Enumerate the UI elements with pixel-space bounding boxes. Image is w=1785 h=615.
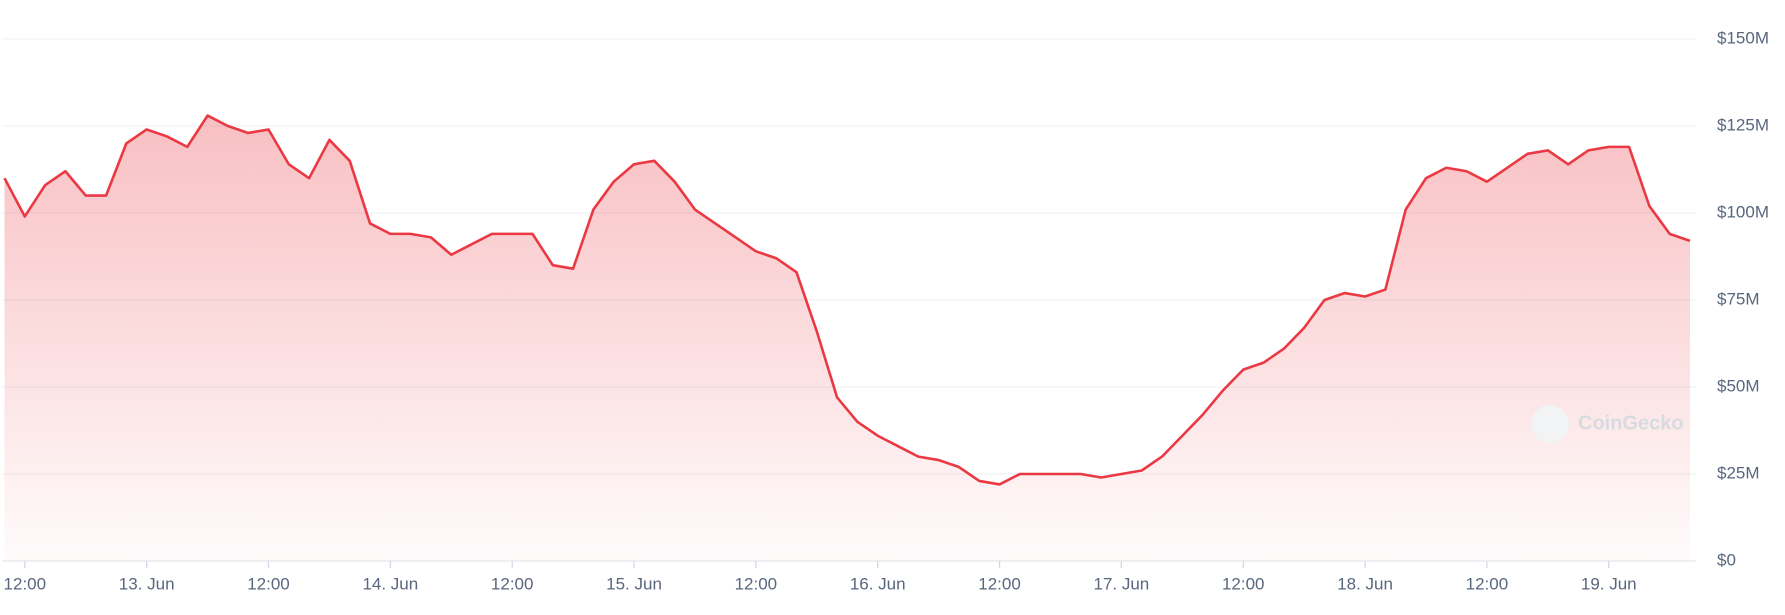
area	[4, 115, 1690, 561]
x-tick-label: 15. Jun	[606, 574, 662, 593]
x-tick-label: 16. Jun	[850, 574, 906, 593]
x-tick-label: 14. Jun	[362, 574, 418, 593]
y-tick-label: $50M	[1717, 376, 1760, 395]
y-tick-label: $150M	[1717, 28, 1769, 47]
watermark: CoinGecko	[1531, 405, 1684, 443]
y-tick-label: $125M	[1717, 115, 1769, 134]
line	[3, 114, 1691, 486]
x-tick-label: 12:00	[4, 574, 47, 593]
x-tick-label: 12:00	[247, 574, 290, 593]
x-tick-label: 17. Jun	[1094, 574, 1150, 593]
watermark-text: CoinGecko	[1578, 412, 1684, 434]
x-tick-label: 13. Jun	[119, 574, 175, 593]
x-tick-label: 12:00	[1466, 574, 1509, 593]
x-tick-label: 18. Jun	[1337, 574, 1393, 593]
y-tick-label: $75M	[1717, 289, 1760, 308]
y-tick-label: $25M	[1717, 463, 1760, 482]
watermark-logo	[1531, 405, 1569, 443]
x-tick-label: 12:00	[978, 574, 1021, 593]
y-tick-label: $100M	[1717, 202, 1769, 221]
y-tick-label: $0	[1717, 550, 1736, 569]
x-tick-label: 12:00	[1222, 574, 1265, 593]
x-tick-label: 19. Jun	[1581, 574, 1637, 593]
x-tick-label: 12:00	[735, 574, 778, 593]
x-tick-label: 12:00	[491, 574, 534, 593]
